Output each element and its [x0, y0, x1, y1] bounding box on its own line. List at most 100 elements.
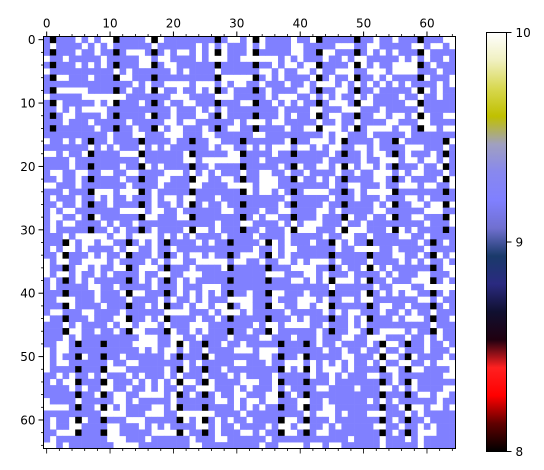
heatmap-cell	[347, 118, 355, 126]
heatmap-cell	[284, 277, 291, 284]
heatmap-cell	[316, 321, 323, 329]
heatmap-cell	[436, 277, 444, 284]
heatmap-cell	[157, 112, 165, 120]
heatmap-cell	[366, 220, 374, 227]
heatmap-cell	[227, 169, 234, 177]
heatmap-cell	[87, 416, 95, 424]
heatmap-cell	[360, 397, 368, 405]
heatmap-cell	[290, 99, 298, 107]
heatmap-cell	[94, 156, 101, 164]
heatmap-cell	[284, 290, 291, 297]
heatmap-cell	[284, 353, 291, 361]
heatmap-cell	[290, 137, 298, 145]
heatmap-cell	[233, 232, 241, 240]
heatmap-cell	[75, 302, 82, 310]
heatmap-cell	[214, 347, 222, 354]
heatmap-cell	[75, 315, 82, 323]
heatmap-cell	[201, 68, 209, 75]
heatmap-cell	[227, 201, 234, 208]
heatmap-cell	[163, 359, 171, 367]
heatmap-cell	[271, 49, 279, 56]
heatmap-cell	[366, 423, 374, 430]
heatmap-cell	[106, 277, 114, 284]
heatmap-cell	[182, 175, 190, 183]
heatmap-cell	[290, 366, 298, 373]
heatmap-cell	[201, 359, 209, 367]
heatmap-cell	[100, 283, 108, 291]
heatmap-cell	[278, 175, 285, 183]
heatmap-cell	[290, 423, 298, 430]
heatmap-cell	[404, 137, 412, 145]
heatmap-cell	[379, 201, 387, 208]
heatmap-cell	[43, 106, 51, 113]
heatmap-cell	[436, 385, 444, 392]
heatmap-cell	[49, 264, 57, 272]
heatmap-cell	[56, 188, 63, 196]
heatmap-cell	[303, 385, 311, 392]
heatmap-cell	[360, 435, 368, 443]
heatmap-cell	[252, 175, 260, 183]
heatmap-cell	[354, 131, 361, 139]
heatmap-cell	[138, 169, 146, 177]
heatmap-cell	[75, 372, 82, 380]
heatmap-cell	[113, 169, 120, 177]
heatmap-cell	[189, 106, 196, 113]
heatmap-cell	[322, 264, 330, 272]
heatmap-cell	[430, 68, 437, 75]
heatmap-cell	[246, 372, 253, 380]
heatmap-cell	[246, 226, 253, 234]
heatmap-cell	[239, 283, 247, 291]
heatmap-cell	[252, 93, 260, 101]
heatmap-cell	[366, 366, 374, 373]
heatmap-cell	[132, 429, 139, 437]
heatmap-cell	[366, 429, 374, 437]
heatmap-cell	[303, 49, 311, 56]
heatmap-cell	[385, 194, 393, 202]
heatmap-cell	[233, 340, 241, 348]
heatmap-cell	[341, 321, 349, 329]
heatmap-cell	[157, 321, 165, 329]
heatmap-cell	[449, 49, 456, 56]
heatmap-cell	[125, 175, 133, 183]
heatmap-cell	[360, 93, 368, 101]
heatmap-cell	[442, 163, 450, 170]
heatmap-cell	[290, 309, 298, 316]
heatmap-cell	[113, 207, 120, 215]
heatmap-cell	[208, 302, 215, 310]
heatmap-cell	[354, 74, 361, 82]
heatmap-cell	[354, 391, 361, 399]
heatmap-cell	[113, 416, 120, 424]
heatmap-cell	[335, 175, 342, 183]
heatmap-cell	[322, 328, 330, 335]
heatmap-cell	[163, 201, 171, 208]
heatmap-cell	[113, 42, 120, 50]
heatmap-cell	[252, 144, 260, 151]
heatmap-cell	[195, 340, 203, 348]
heatmap-cell	[208, 245, 215, 253]
y-tick-label: 60	[20, 413, 35, 427]
heatmap-cell	[309, 213, 317, 221]
heatmap-cell	[328, 353, 336, 361]
heatmap-cell	[220, 169, 228, 177]
heatmap-cell	[113, 385, 120, 392]
heatmap-cell	[125, 125, 133, 132]
heatmap-cell	[94, 137, 101, 145]
heatmap-cell	[68, 353, 76, 361]
heatmap-cell	[125, 334, 133, 342]
heatmap-cell	[328, 397, 336, 405]
heatmap-cell	[423, 252, 431, 259]
heatmap-cell	[354, 277, 361, 284]
heatmap-cell	[392, 296, 399, 304]
heatmap-cell	[392, 213, 399, 221]
heatmap-cell	[87, 201, 95, 208]
heatmap-cell	[290, 150, 298, 158]
heatmap-cell	[449, 302, 456, 310]
heatmap-cell	[278, 226, 285, 234]
heatmap-cell	[430, 74, 437, 82]
heatmap-cell	[297, 188, 304, 196]
heatmap-cell	[265, 340, 272, 348]
heatmap-cell	[265, 264, 272, 272]
heatmap-cell	[56, 290, 63, 297]
heatmap-cell	[239, 42, 247, 50]
heatmap-cell	[278, 80, 285, 88]
